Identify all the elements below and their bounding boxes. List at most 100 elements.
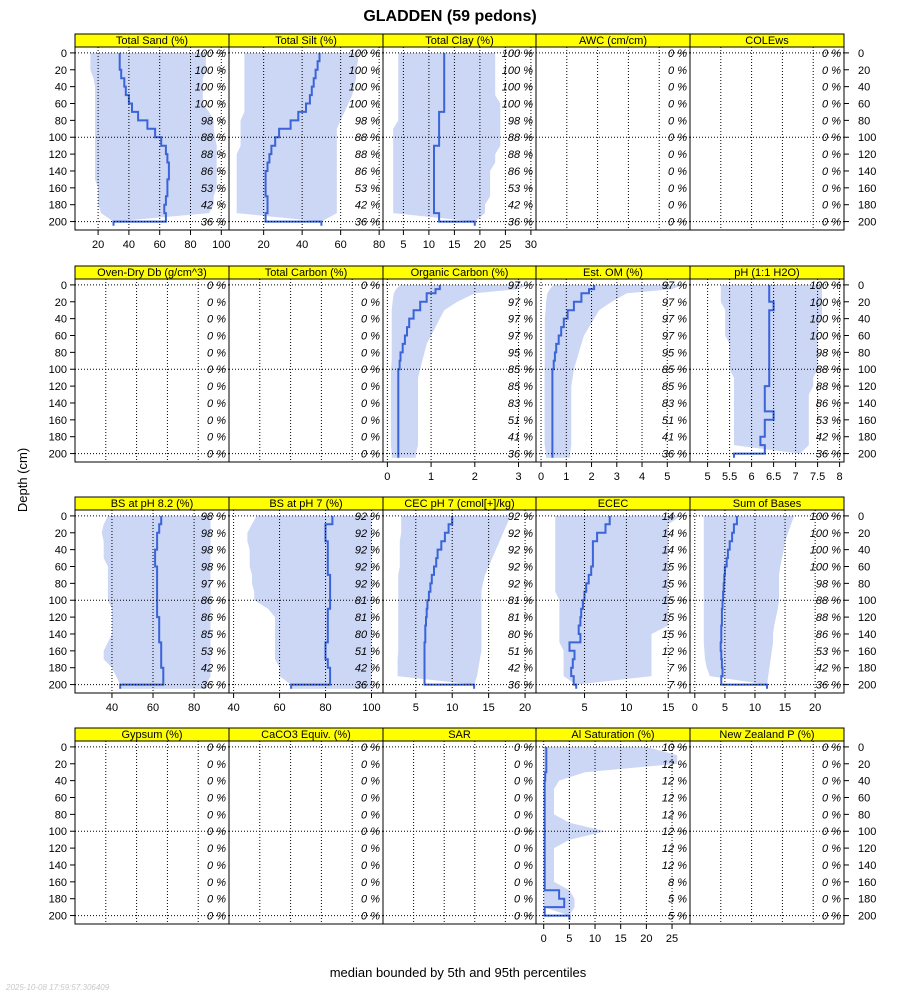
percent-annotation: 85 % <box>201 629 226 641</box>
percent-annotation: 92 % <box>355 528 380 540</box>
percent-annotation: 12 % <box>662 759 687 771</box>
percent-annotation: 0 % <box>207 449 226 461</box>
percent-annotation: 92 % <box>355 545 380 557</box>
x-tick-label: 1 <box>428 471 434 483</box>
percentile-band <box>247 515 372 689</box>
percent-annotation: 0 % <box>668 200 687 212</box>
x-tick-label: 20 <box>258 239 270 251</box>
percent-annotation: 0 % <box>822 48 841 60</box>
x-tick-label: 40 <box>123 239 135 251</box>
percent-annotation: 0 % <box>822 99 841 111</box>
percent-annotation: 88 % <box>816 612 841 624</box>
y-tick-label: 0 <box>61 511 67 523</box>
percent-annotation: 100 % <box>195 48 226 60</box>
percent-annotation: 0 % <box>207 297 226 309</box>
percent-annotation: 0 % <box>361 331 380 343</box>
panel-label: New Zealand P (%) <box>719 729 814 741</box>
percent-annotation: 97 % <box>662 314 687 326</box>
y-tick-label: 200 <box>49 449 67 461</box>
y-tick-label: 180 <box>858 894 876 906</box>
y-tick-label: 80 <box>55 115 67 127</box>
percent-annotation: 0 % <box>207 911 226 923</box>
percent-annotation: 0 % <box>207 776 226 788</box>
percent-annotation: 36 % <box>201 217 226 229</box>
percent-annotation: 0 % <box>207 809 226 821</box>
percent-annotation: 0 % <box>514 742 533 754</box>
percent-annotation: 88 % <box>816 364 841 376</box>
percent-annotation: 92 % <box>355 562 380 574</box>
x-tick-label: 7.5 <box>810 471 825 483</box>
percent-annotation: 15 % <box>662 578 687 590</box>
x-tick-label: 15 <box>615 933 627 945</box>
percent-annotation: 100 % <box>502 82 533 94</box>
percent-annotation: 41 % <box>508 432 533 444</box>
percent-annotation: 0 % <box>207 894 226 906</box>
y-tick-label: 100 <box>858 595 876 607</box>
x-axis-label: median bounded by 5th and 95th percentil… <box>330 965 587 980</box>
percent-annotation: 80 % <box>355 629 380 641</box>
panel-label: BS at pH 8.2 (%) <box>111 498 194 510</box>
percent-annotation: 83 % <box>508 398 533 410</box>
x-tick-label: 0 <box>384 471 390 483</box>
y-tick-label: 200 <box>858 449 876 461</box>
y-tick-label: 80 <box>55 347 67 359</box>
percent-annotation: 0 % <box>822 166 841 178</box>
percent-annotation: 42 % <box>201 663 226 675</box>
x-tick-label: 5 <box>566 933 572 945</box>
percent-annotation: 0 % <box>361 398 380 410</box>
percent-annotation: 98 % <box>201 528 226 540</box>
panel-label: SAR <box>448 729 471 741</box>
percent-annotation: 0 % <box>668 99 687 111</box>
percent-annotation: 86 % <box>816 629 841 641</box>
y-tick-label: 60 <box>858 562 870 574</box>
y-tick-label: 80 <box>858 347 870 359</box>
x-tick-label: 25 <box>666 933 678 945</box>
percent-annotation: 12 % <box>662 793 687 805</box>
percent-annotation: 81 % <box>355 595 380 607</box>
y-axis-label: Depth (cm) <box>15 448 30 512</box>
x-tick-label: 10 <box>620 702 632 714</box>
percent-annotation: 5 % <box>668 911 687 923</box>
percent-annotation: 81 % <box>355 612 380 624</box>
x-tick-label: 20 <box>474 239 486 251</box>
x-tick-label: 40 <box>106 702 118 714</box>
y-tick-label: 20 <box>858 759 870 771</box>
x-tick-label: 5 <box>664 471 670 483</box>
percent-annotation: 0 % <box>361 860 380 872</box>
y-tick-label: 20 <box>55 528 67 540</box>
percent-annotation: 92 % <box>508 511 533 523</box>
percent-annotation: 0 % <box>361 793 380 805</box>
y-tick-label: 80 <box>858 115 870 127</box>
percent-annotation: 36 % <box>816 449 841 461</box>
panel: Total Carbon (%) 0 % 0 % 0 % 0 % 0 % 0 % 0 % 0 %… <box>228 265 384 463</box>
percent-annotation: 0 % <box>361 297 380 309</box>
percent-annotation: 12 % <box>662 860 687 872</box>
percent-annotation: 0 % <box>207 347 226 359</box>
percent-annotation: 12 % <box>662 809 687 821</box>
y-tick-label: 200 <box>858 911 876 923</box>
percentile-band <box>555 515 681 689</box>
percent-annotation: 92 % <box>508 528 533 540</box>
percent-annotation: 53 % <box>201 646 226 658</box>
percent-annotation: 5 % <box>668 894 687 906</box>
percent-annotation: 0 % <box>822 132 841 144</box>
percent-annotation: 7 % <box>668 680 687 692</box>
x-tick-label: 15 <box>483 702 495 714</box>
y-tick-label: 200 <box>49 680 67 692</box>
panel: Est. OM (%) 97 % 97 % 97 % 97 % 95 % 85 % 85 % 8… <box>535 265 691 483</box>
percent-annotation: 0 % <box>822 793 841 805</box>
percent-annotation: 0 % <box>822 742 841 754</box>
y-tick-label: 80 <box>55 578 67 590</box>
y-tick-label: 20 <box>858 528 870 540</box>
percent-annotation: 0 % <box>822 200 841 212</box>
y-tick-label: 120 <box>858 381 876 393</box>
y-tick-label: 40 <box>858 82 870 94</box>
x-tick-label: 3 <box>515 471 521 483</box>
panel-row: BS at pH 8.2 (%) 98 % 98 % 98 % 98 % 97 % 86 %… <box>49 496 876 714</box>
y-tick-label: 180 <box>858 200 876 212</box>
percent-annotation: 86 % <box>508 166 533 178</box>
percent-annotation: 0 % <box>207 331 226 343</box>
percent-annotation: 15 % <box>662 629 687 641</box>
percent-annotation: 98 % <box>201 115 226 127</box>
percent-annotation: 0 % <box>822 759 841 771</box>
